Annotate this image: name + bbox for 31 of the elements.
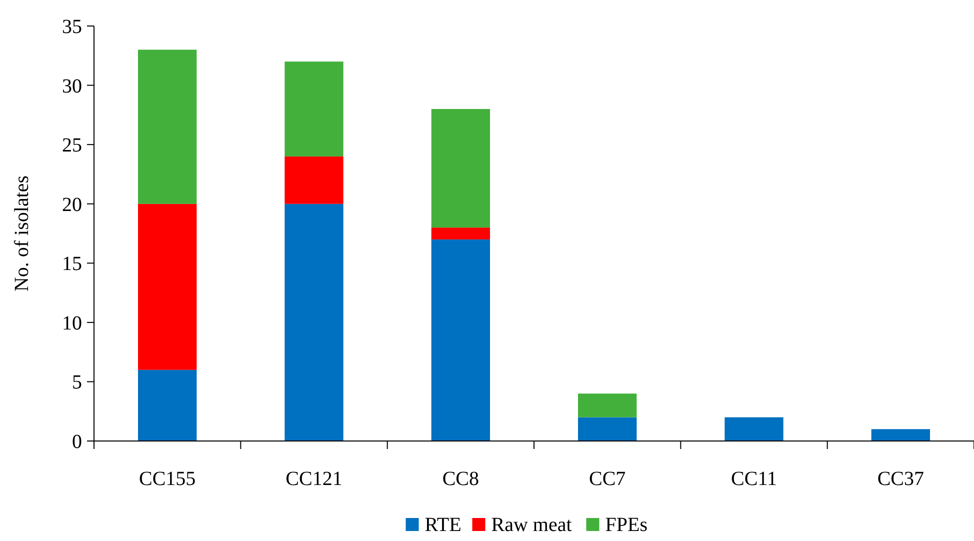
bar bbox=[431, 109, 490, 228]
bar bbox=[871, 429, 930, 441]
bar bbox=[284, 156, 344, 204]
bar bbox=[284, 204, 344, 441]
y-tick-label: 25 bbox=[62, 134, 82, 157]
bar bbox=[578, 417, 637, 441]
x-tick-label: CC37 bbox=[877, 468, 924, 490]
bar bbox=[431, 239, 490, 441]
y-axis-title: No. of isolates bbox=[11, 175, 33, 292]
bar bbox=[138, 370, 197, 441]
legend-label: Raw meat bbox=[491, 514, 572, 536]
y-tick-label: 35 bbox=[62, 16, 82, 38]
bar bbox=[578, 394, 637, 418]
bar bbox=[284, 62, 344, 156]
y-tick-label: 15 bbox=[62, 253, 82, 276]
y-tick-label: 5 bbox=[72, 372, 82, 394]
y-tick-label: 10 bbox=[62, 312, 82, 334]
y-tick-label: 20 bbox=[62, 194, 82, 216]
x-tick-label: CC155 bbox=[138, 468, 196, 490]
x-tick-label: CC121 bbox=[286, 468, 342, 490]
x-tick-label: CC8 bbox=[442, 468, 480, 490]
y-tick-label: 30 bbox=[62, 75, 82, 98]
bar bbox=[431, 228, 490, 240]
legend-label: FPEs bbox=[605, 514, 648, 536]
legend-label: RTE bbox=[424, 514, 462, 536]
y-tick-label: 0 bbox=[72, 431, 82, 453]
bar bbox=[138, 50, 197, 204]
bar bbox=[138, 204, 197, 370]
bar bbox=[724, 417, 784, 441]
x-tick-label: CC7 bbox=[588, 468, 626, 490]
x-tick-label: CC11 bbox=[731, 468, 777, 490]
